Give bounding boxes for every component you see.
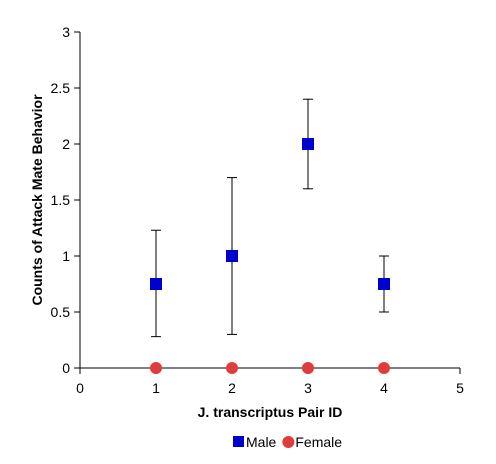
axes: 0 0.5 1 1.5 2 2.5 3 0 1 2 3 4 5	[51, 24, 465, 396]
y-tick-label: 0	[62, 360, 70, 376]
x-tick-label: 1	[152, 380, 160, 396]
male-legend-label: Male	[246, 434, 277, 450]
x-tick-label: 2	[228, 380, 236, 396]
y-tick-label: 1.5	[51, 192, 71, 208]
female-point	[302, 362, 314, 374]
y-tick-label: 0.5	[51, 304, 71, 320]
y-tick-label: 2	[62, 136, 70, 152]
female-legend-label: Female	[295, 434, 342, 450]
y-tick-label: 1	[62, 248, 70, 264]
error-bars	[151, 98, 389, 338]
female-legend-symbol	[282, 436, 295, 448]
x-tick-label: 0	[76, 380, 84, 396]
x-tick-label: 4	[380, 380, 388, 396]
female-point	[150, 362, 162, 374]
male-point	[150, 278, 162, 290]
male-point	[378, 278, 390, 290]
male-legend-symbol	[233, 436, 244, 447]
male-point	[302, 138, 314, 150]
x-axis-title: J. transcriptus Pair ID	[198, 404, 343, 420]
y-axis-title: Counts of Attack Mate Behavior	[29, 94, 45, 306]
male-point	[226, 250, 238, 262]
female-point	[378, 362, 390, 374]
y-tick-label: 3	[62, 24, 70, 40]
x-tick-label: 5	[456, 380, 464, 396]
y-tick-label: 2.5	[51, 80, 71, 96]
data-markers	[150, 138, 390, 374]
x-tick-label: 3	[304, 380, 312, 396]
female-point	[226, 362, 238, 374]
legend: Male Female	[233, 434, 342, 450]
